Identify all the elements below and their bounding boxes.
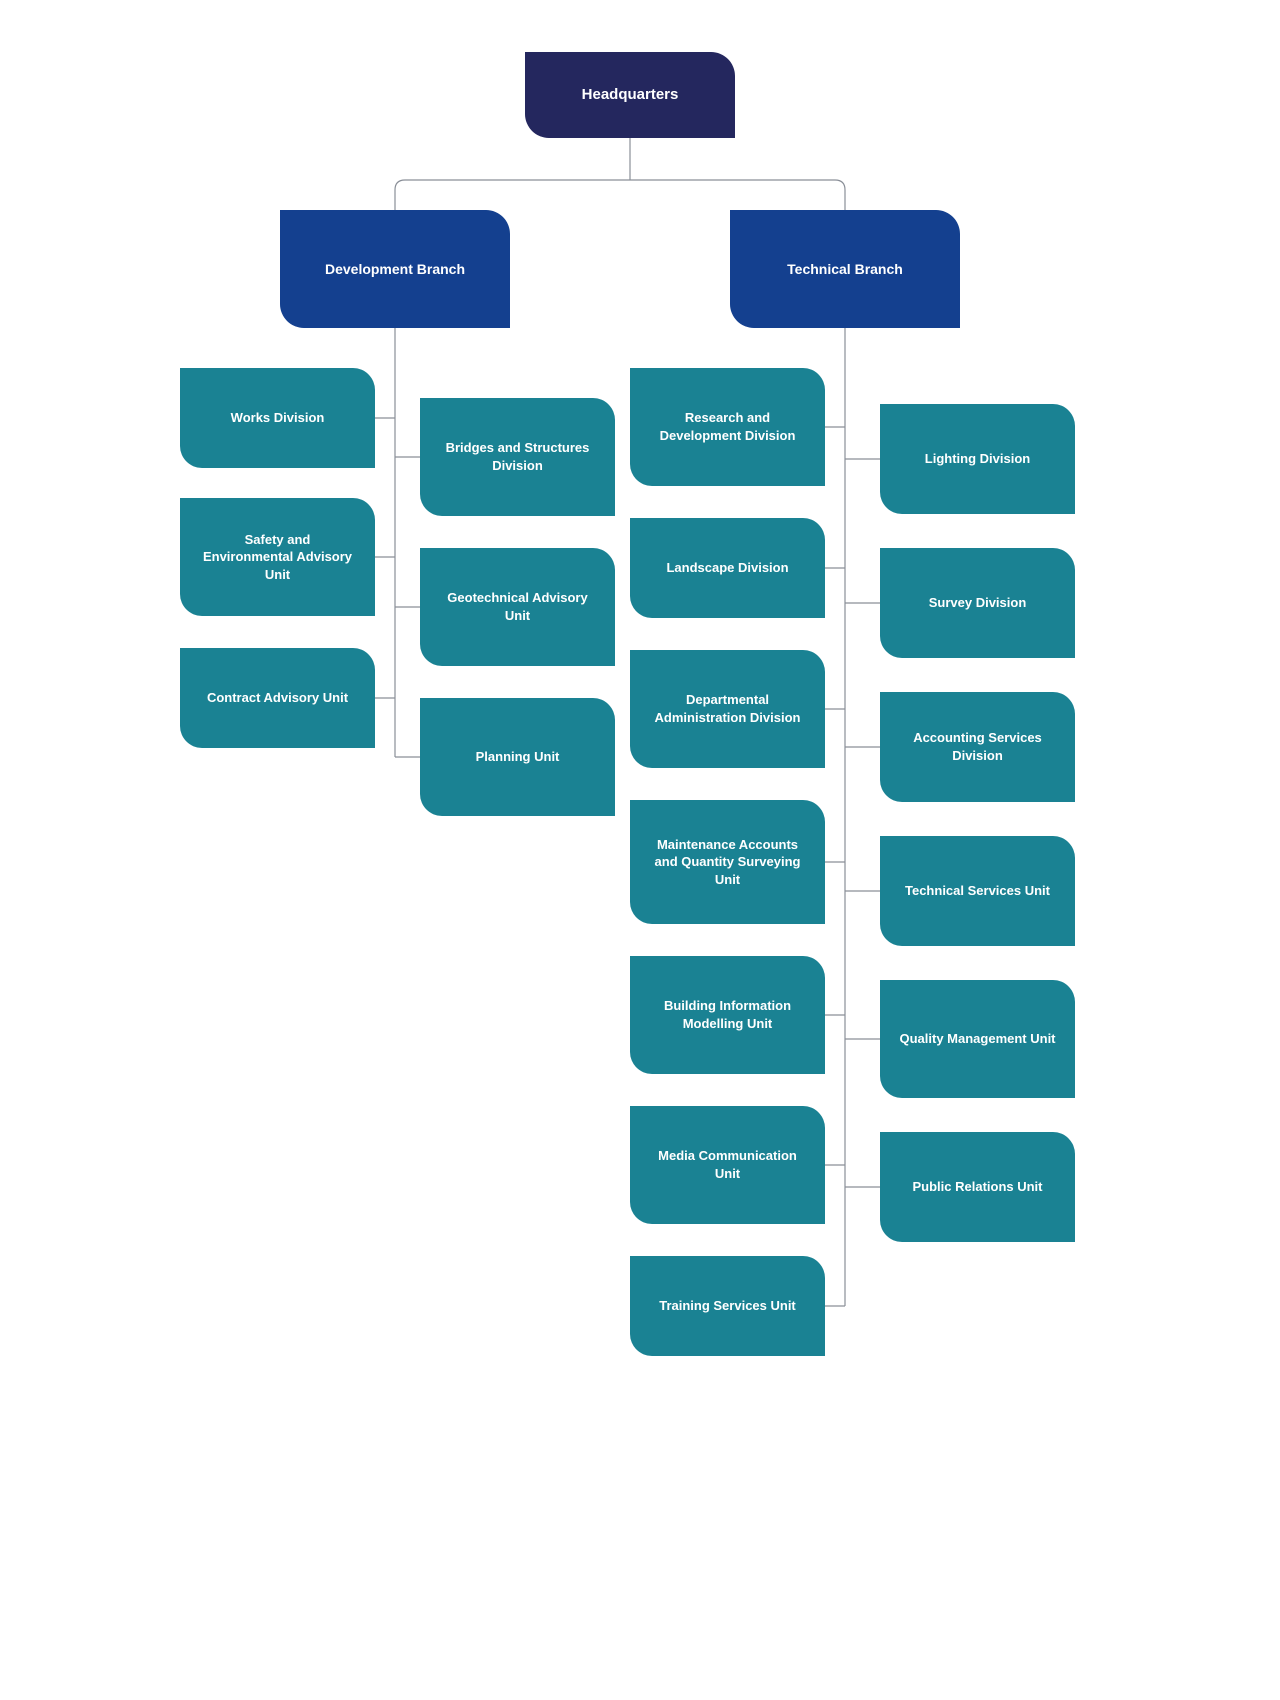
org-node-t_r3: Accounting Services Division <box>880 692 1075 802</box>
org-node-label: Maintenance Accounts and Quantity Survey… <box>648 836 807 889</box>
org-node-label: Contract Advisory Unit <box>207 689 348 707</box>
org-node-label: Geotechnical Advisory Unit <box>438 589 597 624</box>
org-node-t_r4: Technical Services Unit <box>880 836 1075 946</box>
org-node-label: Quality Management Unit <box>899 1030 1055 1048</box>
org-node-label: Media Communication Unit <box>648 1147 807 1182</box>
org-node-label: Planning Unit <box>476 748 560 766</box>
org-node-label: Bridges and Structures Division <box>438 439 597 474</box>
org-node-t_r1: Lighting Division <box>880 404 1075 514</box>
org-node-d_l3: Contract Advisory Unit <box>180 648 375 748</box>
org-node-label: Works Division <box>231 409 325 427</box>
org-node-label: Research and Development Division <box>648 409 807 444</box>
org-node-t_l5: Building Information Modelling Unit <box>630 956 825 1074</box>
org-node-label: Training Services Unit <box>659 1297 796 1315</box>
org-node-label: Public Relations Unit <box>912 1178 1042 1196</box>
org-node-t_l3: Departmental Administration Division <box>630 650 825 768</box>
org-node-t_r6: Public Relations Unit <box>880 1132 1075 1242</box>
org-node-t_l7: Training Services Unit <box>630 1256 825 1356</box>
org-node-label: Building Information Modelling Unit <box>648 997 807 1032</box>
org-node-label: Departmental Administration Division <box>648 691 807 726</box>
org-node-label: Headquarters <box>582 85 679 105</box>
org-node-label: Lighting Division <box>925 450 1030 468</box>
org-node-label: Landscape Division <box>666 559 788 577</box>
org-node-tec: Technical Branch <box>730 210 960 328</box>
org-node-d_l2: Safety and Environmental Advisory Unit <box>180 498 375 616</box>
org-node-dev: Development Branch <box>280 210 510 328</box>
org-node-t_r2: Survey Division <box>880 548 1075 658</box>
org-node-t_l4: Maintenance Accounts and Quantity Survey… <box>630 800 825 924</box>
org-node-d_r1: Bridges and Structures Division <box>420 398 615 516</box>
org-node-t_l2: Landscape Division <box>630 518 825 618</box>
org-node-label: Accounting Services Division <box>898 729 1057 764</box>
org-node-hq: Headquarters <box>525 52 735 138</box>
org-node-t_l1: Research and Development Division <box>630 368 825 486</box>
org-node-d_r3: Planning Unit <box>420 698 615 816</box>
org-node-label: Safety and Environmental Advisory Unit <box>198 531 357 584</box>
org-node-d_r2: Geotechnical Advisory Unit <box>420 548 615 666</box>
org-chart: Headquarters Development Branch Technical … <box>140 0 1140 1700</box>
org-node-label: Technical Branch <box>787 260 903 279</box>
org-node-label: Survey Division <box>929 594 1027 612</box>
org-node-label: Development Branch <box>325 260 465 279</box>
org-node-t_r5: Quality Management Unit <box>880 980 1075 1098</box>
org-node-t_l6: Media Communication Unit <box>630 1106 825 1224</box>
org-node-label: Technical Services Unit <box>905 882 1050 900</box>
org-node-d_l1: Works Division <box>180 368 375 468</box>
